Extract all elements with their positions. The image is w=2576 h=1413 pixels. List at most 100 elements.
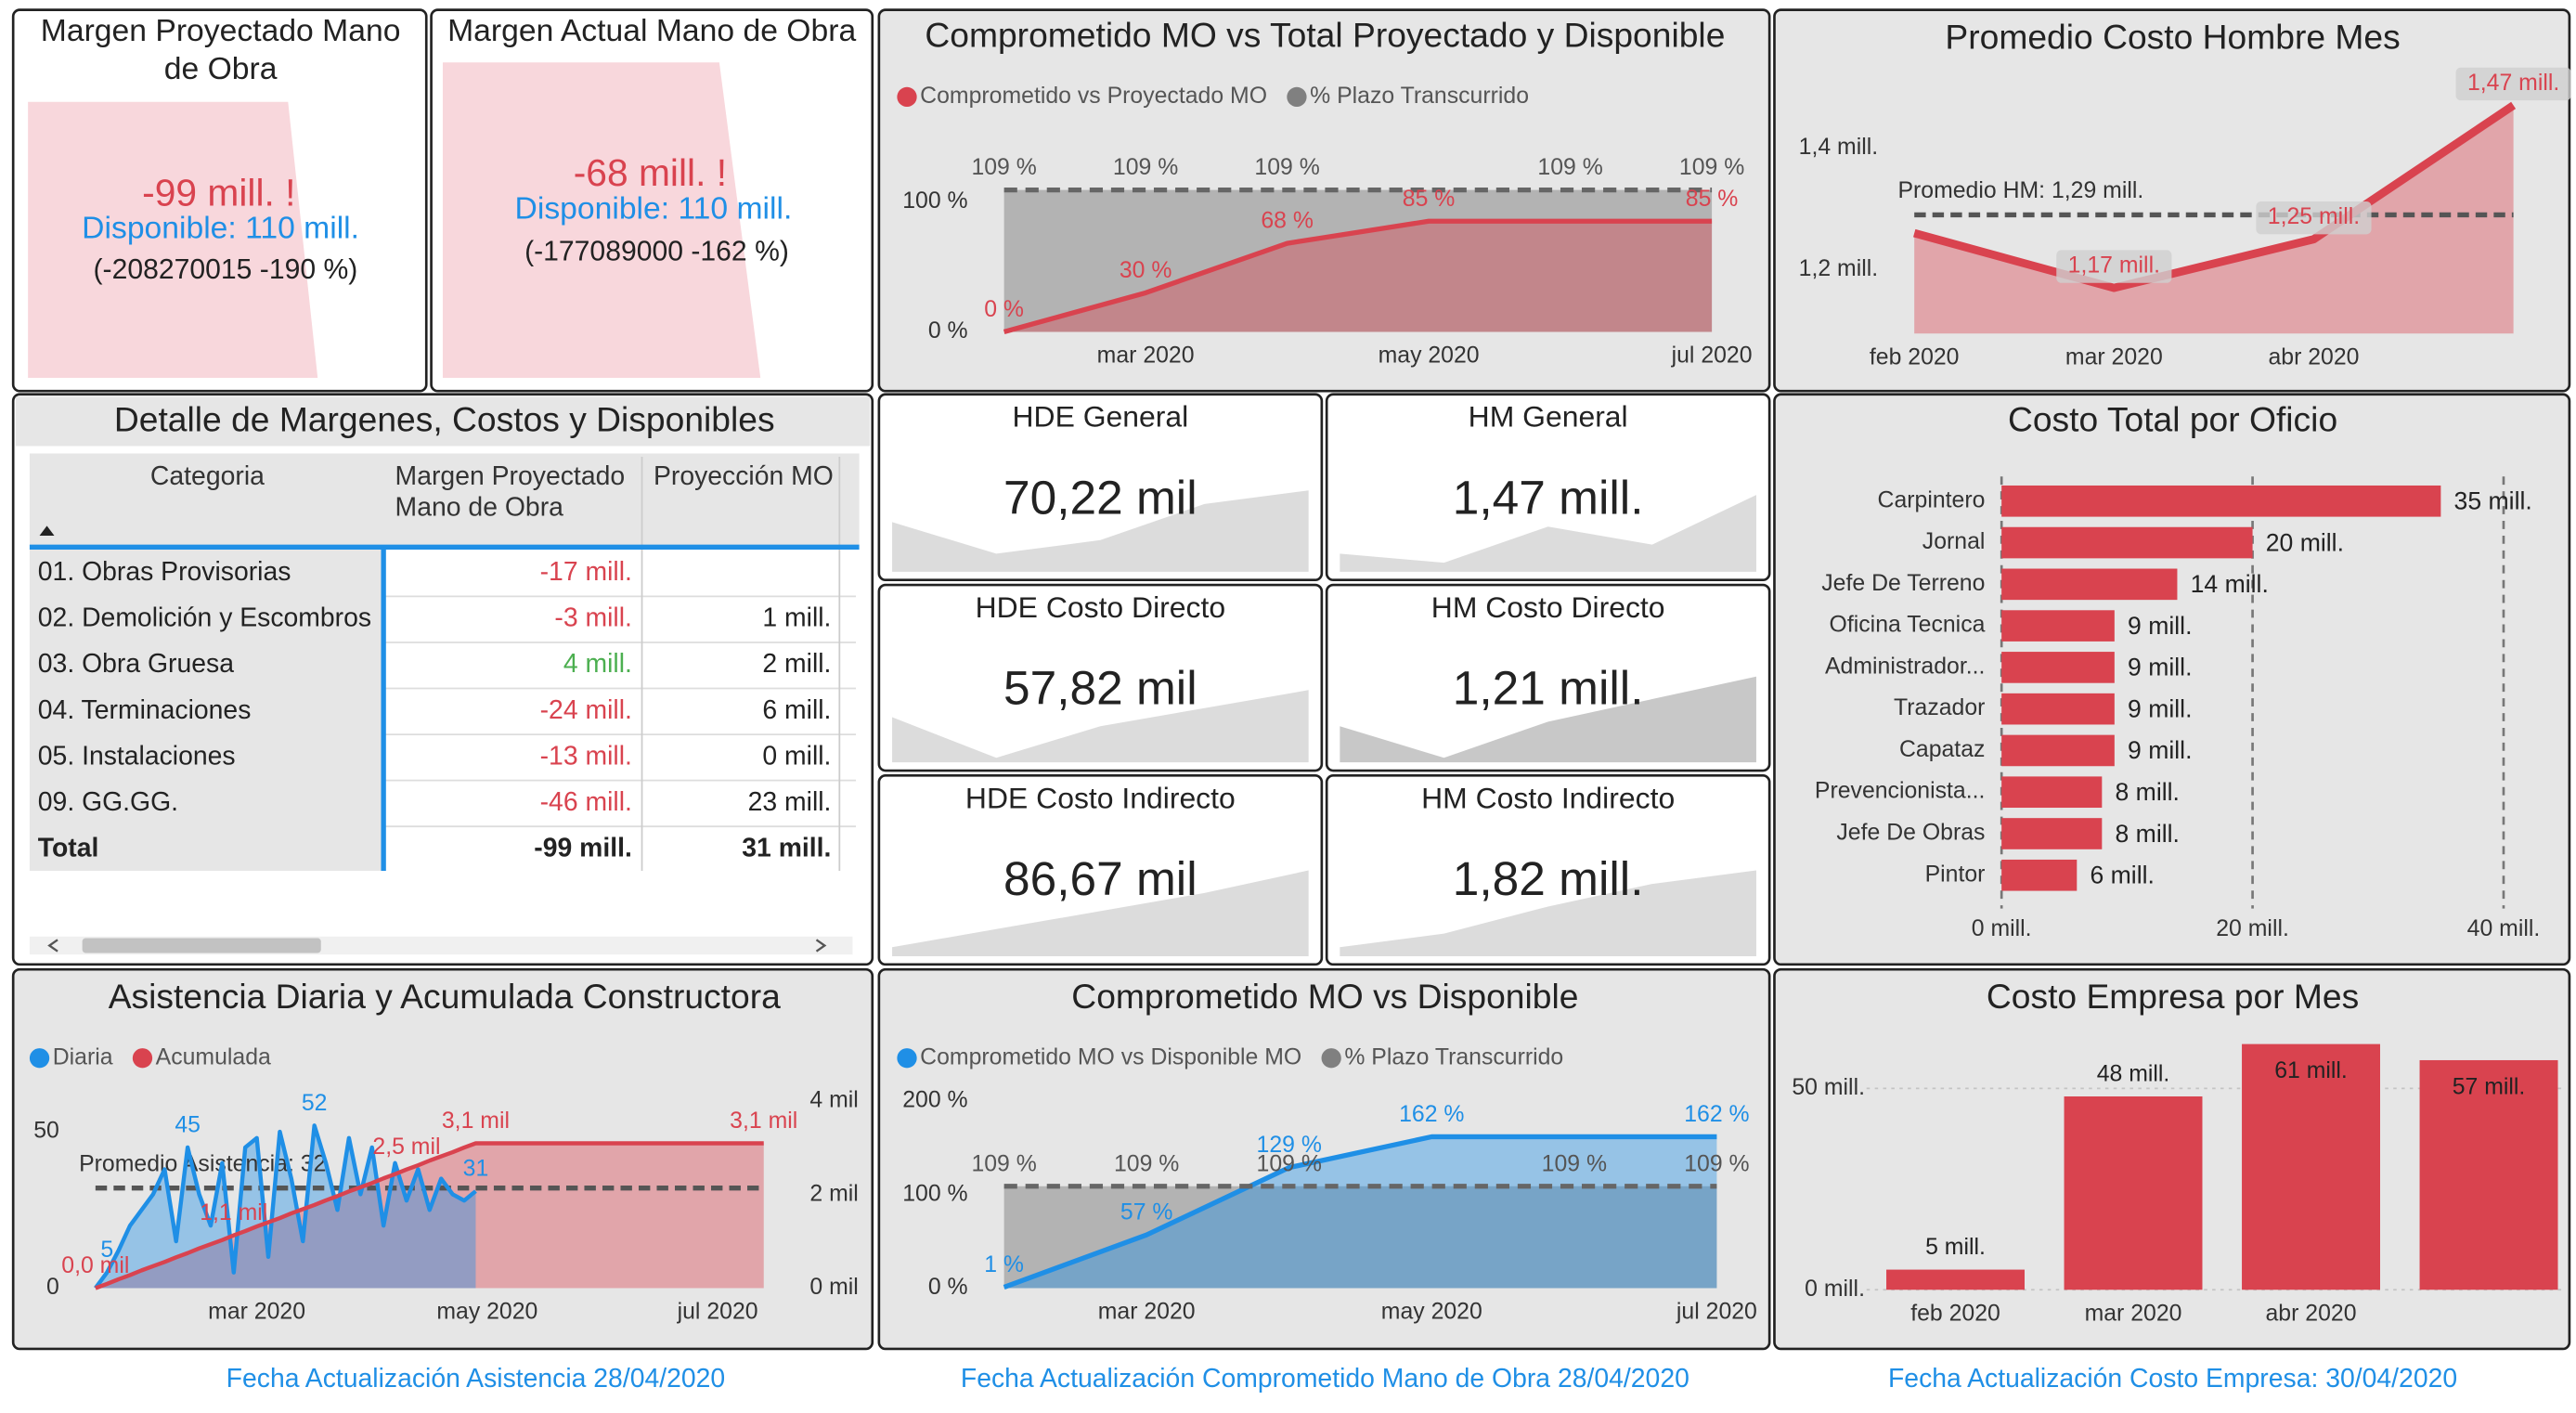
data-label: 109 %: [971, 155, 1036, 180]
data-label: 9 mill.: [2128, 694, 2192, 722]
card-title-box: Margen Proyectado Mano de Obra: [41, 15, 401, 87]
data-label: 109 %: [1113, 155, 1178, 180]
y-tick-label: 50: [33, 1119, 59, 1144]
series-area: [95, 1143, 764, 1289]
table-cell: Total: [38, 833, 99, 862]
card-title: Margen Actual Mano de Obra: [447, 14, 857, 50]
y-tick-label: 50 mill.: [1792, 1075, 1865, 1100]
card-available: Disponible: 110 mill.: [515, 191, 793, 226]
legend-swatch: [897, 1048, 917, 1069]
data-label-box: [2455, 67, 2571, 101]
table-cell: -17 mill.: [540, 557, 632, 587]
x-tick-label: jul 2020: [677, 1300, 758, 1325]
y-tick-label: Jefe De Obras: [1836, 821, 1985, 846]
table-first-col: [29, 549, 384, 871]
kpi-value: 57,82 mil: [1003, 661, 1197, 715]
table-cell: 02. Demolición y Escombros: [38, 603, 371, 633]
chart-title: Costo Total por Oficio: [2008, 400, 2337, 439]
chart-title: Asistencia Diaria y Acumulada Constructo…: [109, 977, 781, 1016]
y2-tick-label: 4 mil: [809, 1088, 858, 1113]
table-title: Detalle de Margenes, Costos y Disponible…: [114, 400, 775, 439]
x-tick-label: 40 mill.: [2467, 916, 2541, 941]
data-label: 109 %: [1679, 155, 1744, 180]
footer-note: Fecha Actualización Costo Empresa: 30/04…: [1888, 1364, 2457, 1394]
x-tick-label: mar 2020: [1097, 344, 1195, 369]
table-cell: 03. Obra Gruesa: [38, 649, 234, 679]
kpi-sparkline: [1340, 870, 1756, 957]
table-cell: 0 mill.: [762, 741, 831, 771]
bar: [2001, 652, 2115, 683]
legend-swatch: [132, 1048, 153, 1069]
y-tick-label: Jornal: [1922, 529, 1986, 554]
x-tick-label: 0 mill.: [1972, 916, 2032, 941]
data-label: 162 %: [1684, 1102, 1749, 1127]
table-header-box: Categoria: [150, 463, 265, 491]
y-tick-label: Capataz: [1899, 737, 1985, 762]
table-cell: 1 mill.: [762, 603, 831, 633]
legend-label: Acumulada: [156, 1044, 271, 1069]
x-tick-label: mar 2020: [1098, 1300, 1196, 1325]
x-tick-label: jul 2020: [1671, 344, 1753, 369]
data-label: 0 %: [984, 297, 1024, 322]
data-label: 9 mill.: [2128, 654, 2192, 681]
series-line: [1003, 218, 1713, 335]
legend-swatch: [1321, 1048, 1341, 1069]
y-tick-label: Jefe De Terreno: [1821, 571, 1985, 596]
y-tick-label: 0 mill.: [1805, 1277, 1865, 1302]
x-tick-label: abr 2020: [2268, 344, 2359, 369]
sort-arrow: [39, 525, 55, 536]
kpi-title: HM General: [1469, 400, 1628, 434]
series-area: [1003, 1186, 1717, 1289]
table-cell: -46 mill.: [540, 787, 632, 817]
data-label: 8 mill.: [2116, 778, 2180, 806]
data-label: 1 %: [984, 1252, 1024, 1277]
kpi-title: HDE Costo Directo: [976, 590, 1226, 624]
x-tick-label: 20 mill.: [2216, 916, 2289, 941]
kpi-title: HM Costo Indirecto: [1421, 781, 1675, 814]
data-label: 3,1 mil: [442, 1108, 510, 1134]
panel: [1773, 8, 2571, 393]
card-shape: [28, 101, 318, 379]
data-label: 1,17 mill.: [2068, 253, 2160, 279]
data-label: 30 %: [1120, 258, 1172, 283]
table-cell: 23 mill.: [748, 787, 832, 817]
y-tick-label: 100 %: [902, 188, 967, 214]
data-label: 5: [100, 1238, 113, 1263]
x-tick-label: feb 2020: [1910, 1301, 2000, 1326]
data-label: 2,5 mil: [372, 1134, 440, 1160]
legend-label: Comprometido MO vs Disponible MO: [920, 1044, 1301, 1069]
table-cell: -24 mill.: [540, 695, 632, 725]
scroll-right: [815, 939, 827, 953]
data-label: 129 %: [1257, 1133, 1322, 1158]
series-area: [1003, 189, 1713, 332]
y-tick-label: 200 %: [902, 1088, 967, 1113]
data-label-box: [2056, 250, 2172, 283]
x-tick-label: jul 2020: [1676, 1300, 1757, 1325]
footer-note: Fecha Actualización Comprometido Mano de…: [961, 1364, 1689, 1394]
y-tick-label: Administrador...: [1825, 654, 1985, 679]
table-cell: -13 mill.: [540, 741, 632, 771]
data-label: 31: [463, 1157, 489, 1182]
bar: [2001, 485, 2441, 517]
legend-swatch: [1287, 86, 1307, 108]
bar: [2001, 526, 2253, 559]
x-tick-label: may 2020: [436, 1300, 537, 1325]
data-label: 109 %: [1542, 1151, 1607, 1176]
data-label: 109 %: [1684, 1151, 1749, 1176]
data-label: 109 %: [1537, 155, 1602, 180]
data-label: 57 mill.: [2453, 1075, 2526, 1100]
chart-title: Costo Empresa por Mes: [1987, 977, 2359, 1016]
x-tick-label: mar 2020: [208, 1300, 305, 1325]
data-label: 109 %: [1114, 1151, 1179, 1176]
y-tick-label: Carpintero: [1878, 487, 1986, 512]
chart-title: Comprometido MO vs Disponible: [1071, 977, 1578, 1016]
table-cell: 31 mill.: [742, 833, 831, 862]
x-tick-label: may 2020: [1379, 344, 1480, 369]
bar: [2419, 1059, 2558, 1290]
table-header-box: Margen Proyectado Mano de Obra: [395, 463, 626, 523]
legend-label: Comprometido vs Proyectado MO: [920, 84, 1267, 109]
table-cell: 6 mill.: [762, 695, 831, 725]
table-cell: -99 mill.: [534, 833, 632, 862]
card-shape: [442, 62, 761, 379]
x-tick-label: abr 2020: [2266, 1301, 2357, 1326]
